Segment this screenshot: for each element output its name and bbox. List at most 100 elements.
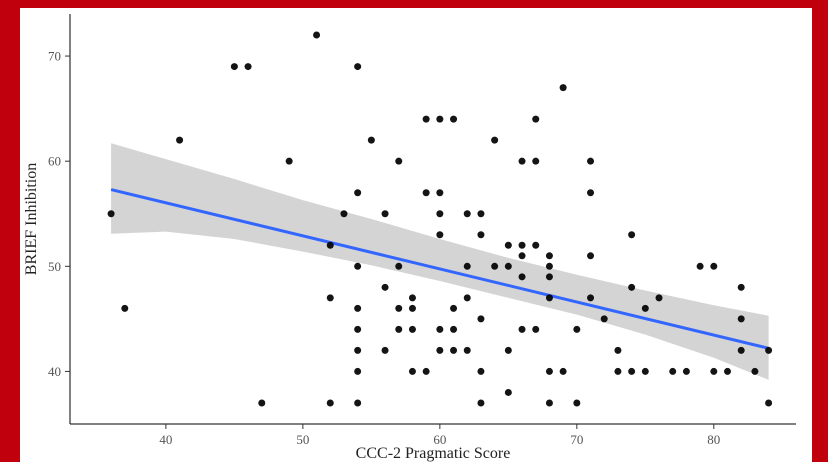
x-tick-label: 60: [433, 432, 446, 447]
data-point: [381, 283, 389, 291]
x-tick-label: 70: [570, 432, 583, 447]
data-point: [408, 304, 416, 312]
data-point: [408, 325, 416, 333]
data-point: [751, 367, 759, 375]
data-point: [422, 367, 430, 375]
data-point: [600, 315, 608, 323]
data-point: [504, 262, 512, 270]
data-point: [313, 31, 321, 39]
data-point: [669, 367, 677, 375]
data-point: [559, 367, 567, 375]
data-point: [587, 157, 595, 165]
data-point: [504, 346, 512, 354]
data-point: [450, 115, 458, 123]
data-point: [545, 252, 553, 260]
data-point: [696, 262, 704, 270]
x-axis-title: CCC-2 Pragmatic Score: [356, 445, 511, 462]
data-point: [463, 294, 471, 302]
data-point: [176, 136, 184, 144]
ticks-layer: 40 50 60 70 80 40 50 60 70: [48, 49, 720, 447]
data-point: [518, 252, 526, 260]
data-point: [518, 157, 526, 165]
data-point: [559, 84, 567, 92]
data-point: [354, 367, 362, 375]
data-point: [532, 157, 540, 165]
data-point: [230, 63, 238, 71]
data-point: [573, 325, 581, 333]
data-point: [518, 325, 526, 333]
data-point: [354, 304, 362, 312]
data-point: [518, 273, 526, 281]
data-point: [587, 189, 595, 197]
data-point: [436, 189, 444, 197]
data-point: [765, 346, 773, 354]
fit-line-layer: [110, 188, 769, 350]
data-point: [244, 63, 252, 71]
data-point: [477, 367, 485, 375]
data-point: [628, 231, 636, 239]
data-point: [737, 315, 745, 323]
data-point: [436, 115, 444, 123]
data-point: [628, 367, 636, 375]
data-point: [737, 283, 745, 291]
data-point: [504, 241, 512, 249]
x-tick-label: 80: [707, 432, 720, 447]
data-point: [422, 189, 430, 197]
data-point: [395, 262, 403, 270]
data-point: [710, 367, 718, 375]
data-point: [463, 262, 471, 270]
data-point: [532, 241, 540, 249]
data-point: [463, 210, 471, 218]
data-point: [641, 367, 649, 375]
data-point: [765, 399, 773, 407]
data-point: [587, 252, 595, 260]
data-point: [628, 283, 636, 291]
data-point: [436, 325, 444, 333]
data-point: [545, 399, 553, 407]
x-tick-label: 50: [296, 432, 309, 447]
data-point: [573, 399, 581, 407]
data-point: [121, 304, 129, 312]
data-point: [545, 367, 553, 375]
data-point: [107, 210, 115, 218]
scatter-chart: 40 50 60 70 80 40 50 60 70 CCC-2 Pragmatic Score…: [23, 14, 796, 462]
data-point: [477, 315, 485, 323]
data-point: [450, 304, 458, 312]
data-point: [450, 325, 458, 333]
data-point: [381, 210, 389, 218]
data-point: [614, 367, 622, 375]
y-axis-title: BRIEF Inhibition: [23, 163, 40, 275]
data-point: [422, 115, 430, 123]
data-point: [354, 346, 362, 354]
confidence-band-layer: [111, 143, 769, 380]
plot-panel: 40 50 60 70 80 40 50 60 70 CCC-2 Pragmatic Score…: [20, 8, 812, 462]
data-point: [354, 262, 362, 270]
data-point: [532, 115, 540, 123]
data-point: [532, 325, 540, 333]
data-point: [258, 399, 266, 407]
y-tick-label: 40: [48, 364, 61, 379]
data-point: [724, 367, 732, 375]
data-point: [381, 346, 389, 354]
data-point: [326, 294, 334, 302]
data-point: [545, 262, 553, 270]
data-point: [340, 210, 348, 218]
data-point: [436, 210, 444, 218]
data-point: [395, 325, 403, 333]
data-point: [491, 262, 499, 270]
y-tick-label: 60: [48, 154, 61, 169]
data-point: [477, 231, 485, 239]
data-point: [367, 136, 375, 144]
data-point: [408, 367, 416, 375]
data-point: [326, 241, 334, 249]
data-point: [354, 63, 362, 71]
data-point: [395, 304, 403, 312]
data-point: [737, 346, 745, 354]
data-point: [354, 399, 362, 407]
confidence-band: [111, 143, 769, 380]
data-point: [682, 367, 690, 375]
data-point: [587, 294, 595, 302]
data-point: [641, 304, 649, 312]
y-tick-label: 50: [48, 259, 61, 274]
data-point: [285, 157, 293, 165]
